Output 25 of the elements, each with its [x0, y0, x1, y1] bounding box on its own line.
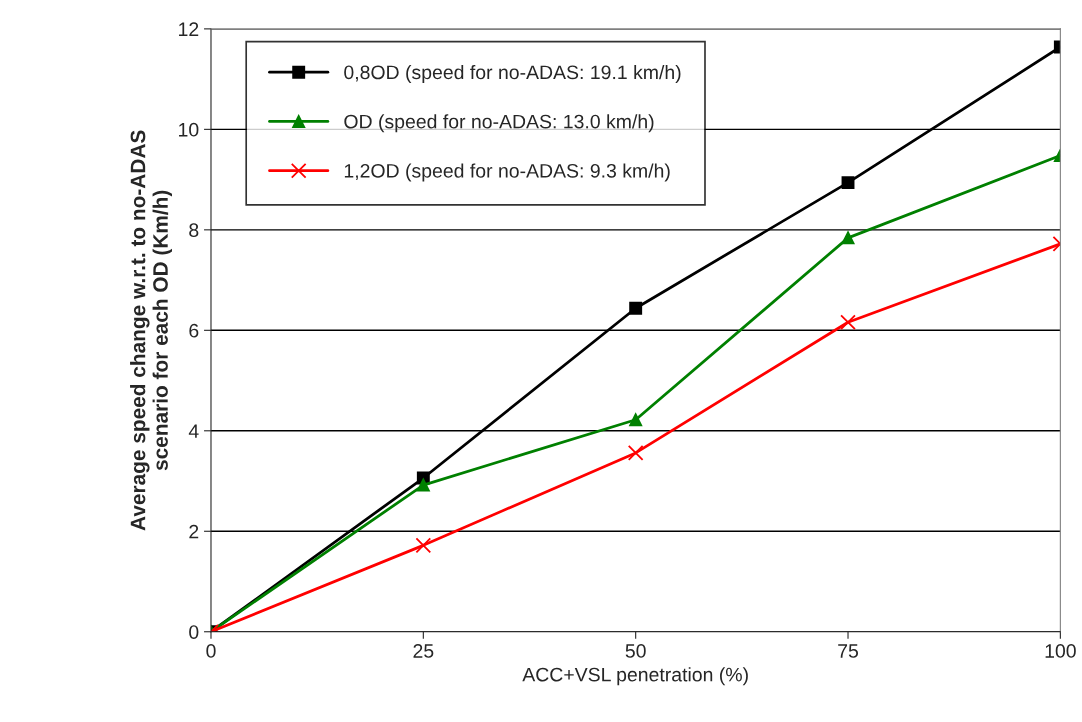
point [627, 445, 644, 461]
y-tick-label: 12 [179, 22, 199, 36]
point [841, 176, 855, 190]
y-tick-label: 2 [189, 524, 199, 539]
x-tick-label: 50 [625, 644, 646, 658]
x-tick-label: 75 [838, 644, 859, 658]
point [841, 231, 855, 245]
y-tick-label: 0 [189, 625, 199, 639]
x-tick-label: 25 [413, 644, 434, 658]
y-axis-title: Average speed change w.r.t. to no-ADAS scenario for each OD (Km/h) [130, 130, 172, 531]
point [416, 478, 430, 492]
x-tick-label: 100 [1045, 644, 1076, 658]
point [629, 413, 643, 427]
y-tick-label: 8 [189, 223, 199, 238]
point [840, 314, 856, 331]
legend-label: 0,8OD (speed for no-ADAS: 19.1 km/h) [344, 64, 681, 84]
y-tick-label: 4 [188, 424, 199, 438]
x-tick-label: 0 [206, 644, 216, 658]
y-tick-label: 10 [179, 122, 199, 137]
point [415, 537, 432, 554]
legend-label: OD (speed for no-ADAS: 13.0 km/h) [344, 114, 654, 133]
y-tick-label: 6 [189, 323, 199, 338]
x-axis-title: ACC+VSL penetration (%) [522, 667, 748, 686]
legend-label: 1,2OD (speed for no-ADAS: 9.3 km/h) [344, 163, 670, 182]
point [629, 301, 643, 315]
